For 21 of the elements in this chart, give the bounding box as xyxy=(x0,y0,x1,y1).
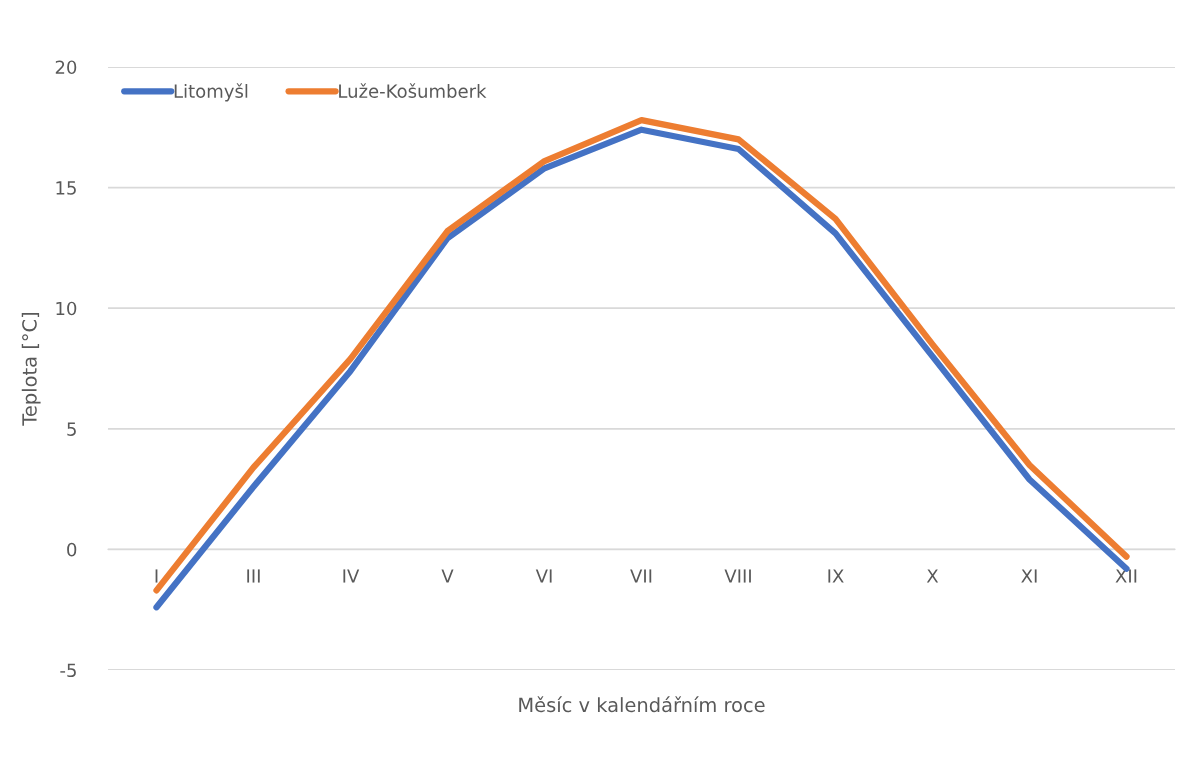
x-tick-label: V xyxy=(441,569,454,583)
y-tick-label: 5 xyxy=(67,422,76,436)
x-tick-label: I xyxy=(155,569,158,583)
y-tick-label: 10 xyxy=(56,301,77,316)
legend-label: Luže-Košumberk xyxy=(339,83,487,98)
y-tick-label: 0 xyxy=(67,542,77,557)
x-tick-label: VII xyxy=(630,569,652,583)
y-axis-title: Teplota [°C] xyxy=(21,312,41,426)
x-tick-label: X xyxy=(926,569,939,583)
x-tick-label: XII xyxy=(1115,569,1137,583)
y-tick-label: 20 xyxy=(55,60,77,75)
x-tick-label: IV xyxy=(343,569,360,583)
x-tick-label: VIII xyxy=(724,569,751,583)
x-tick-label: III xyxy=(247,569,260,583)
legend-label: Litomyšl xyxy=(174,83,248,102)
x-tick-label: VI xyxy=(535,569,552,583)
x-tick-label: XI xyxy=(1021,569,1037,583)
x-axis-title: Měsíc v kalendářním roce xyxy=(519,696,765,713)
x-tick-label: IX xyxy=(828,569,844,583)
y-tick-label: -5 xyxy=(60,663,76,678)
y-tick-label: 15 xyxy=(56,181,76,195)
